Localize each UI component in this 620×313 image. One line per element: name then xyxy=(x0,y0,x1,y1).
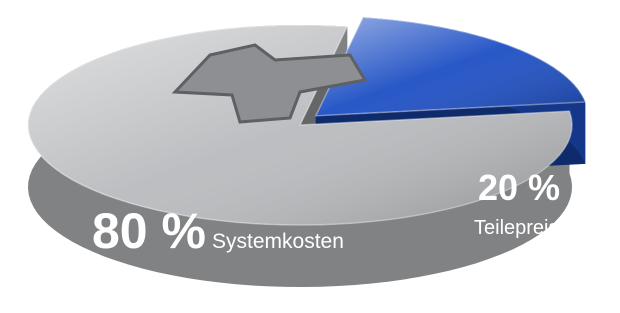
category-label: Teilepreis xyxy=(474,217,558,239)
chart: 80 % Systemkosten 20 % Teilepreis xyxy=(0,0,620,313)
value-label: 80 % xyxy=(92,203,206,259)
value-label: 20 % xyxy=(478,167,560,208)
category-label: Systemkosten xyxy=(212,230,344,253)
page: {"chart_data": {"type": "pie", "categori… xyxy=(0,0,620,313)
